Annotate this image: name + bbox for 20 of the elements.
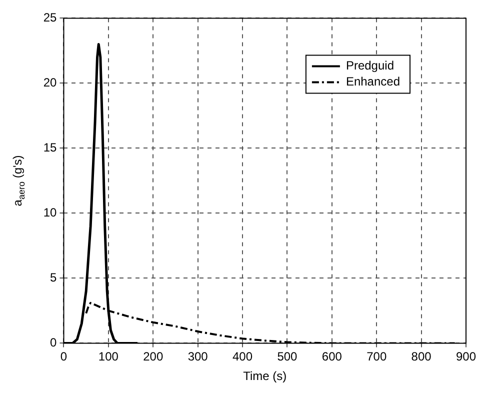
y-tick-label: 15 [43, 140, 58, 155]
y-tick-label: 20 [43, 76, 58, 90]
legend-label: Predguid [346, 58, 394, 73]
x-tick-label: 700 [366, 350, 387, 364]
x-tick-label: 900 [456, 350, 476, 364]
x-tick-label: 400 [232, 350, 253, 364]
y-tick-label: 5 [50, 270, 58, 285]
x-tick-label: 200 [143, 350, 164, 364]
x-tick-label: 0 [60, 350, 68, 364]
legend-label: Enhanced [346, 74, 400, 89]
y-tick-label: 0 [50, 336, 58, 350]
x-tick-label: 500 [277, 350, 298, 364]
x-tick-label: 600 [322, 350, 342, 364]
y-tick-label: 10 [43, 206, 58, 220]
x-tick-label: 300 [188, 350, 208, 364]
x-tick-label: 800 [411, 350, 432, 364]
y-axis-title: aaero (g's) [10, 155, 26, 206]
x-axis-title: Time (s) [243, 369, 287, 384]
x-tick-label: 100 [98, 350, 119, 364]
y-tick-label: 25 [43, 10, 58, 25]
